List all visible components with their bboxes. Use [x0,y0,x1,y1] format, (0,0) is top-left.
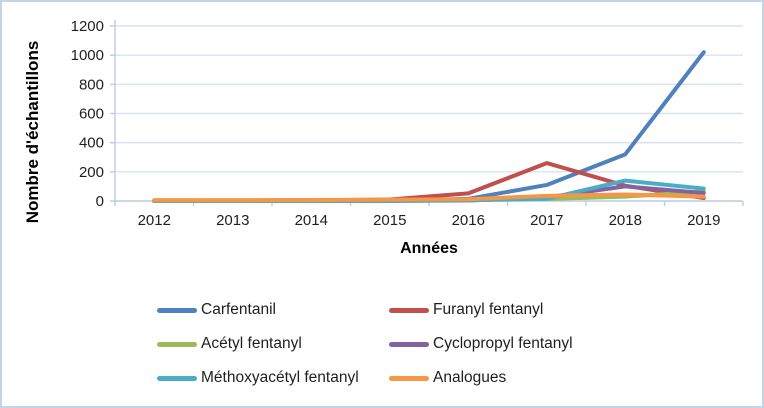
x-tick-label: 2014 [295,212,328,229]
x-tick-label: 2018 [609,212,642,229]
chart-plot-area: 0 200 400 600 800 1000 1200 2012 2013 2014 2015 201… [71,18,744,229]
legend-swatch-analogues [389,375,429,381]
x-tick-label: 2012 [138,212,171,229]
legend-label: Méthoxyacétyl fentanyl [201,369,359,386]
legend-label: Cyclopropyl fentanyl [433,335,573,352]
y-tick-label: 600 [79,106,104,123]
legend-item-acetyl-fentanyl: Acétyl fentanyl [157,333,389,355]
y-tick-label: 200 [79,164,104,181]
legend-swatch-cyclopropyl-fentanyl [389,341,429,347]
legend-swatch-acetyl-fentanyl [157,341,197,347]
y-tick-label: 800 [79,76,104,93]
legend-swatch-carfentanil [157,307,197,313]
y-tick-label: 0 [96,193,104,210]
legend-item-methoxyacetyl-fentanyl: Méthoxyacétyl fentanyl [157,367,389,389]
x-tick-label: 2015 [373,212,406,229]
x-tick-label: 2019 [687,212,720,229]
y-tick-label: 1000 [71,47,104,64]
legend-item-cyclopropyl-fentanyl: Cyclopropyl fentanyl [389,333,573,355]
y-tick-label: 1200 [71,18,104,35]
x-tick-label: 2013 [216,212,249,229]
x-tick-label: 2016 [452,212,485,229]
series-line-5 [152,192,706,203]
legend-label: Carfentanil [201,301,276,318]
legend-label: Furanyl fentanyl [433,301,544,318]
x-tick-label: 2017 [530,212,563,229]
y-axis-title: Nombre d'échantillons [23,40,42,224]
legend-label: Analogues [433,369,507,386]
legend-swatch-methoxyacetyl-fentanyl [157,375,197,381]
x-axis-title: Années [400,240,458,257]
legend: Carfentanil Furanyl fentanyl Acétyl fent… [157,299,573,389]
legend-item-carfentanil: Carfentanil [157,299,389,321]
legend-label: Acétyl fentanyl [201,335,302,352]
legend-item-furanyl-fentanyl: Furanyl fentanyl [389,299,573,321]
legend-item-analogues: Analogues [389,367,573,389]
legend-swatch-furanyl-fentanyl [389,307,429,313]
series-line-0 [152,50,706,203]
y-tick-label: 400 [79,135,104,152]
